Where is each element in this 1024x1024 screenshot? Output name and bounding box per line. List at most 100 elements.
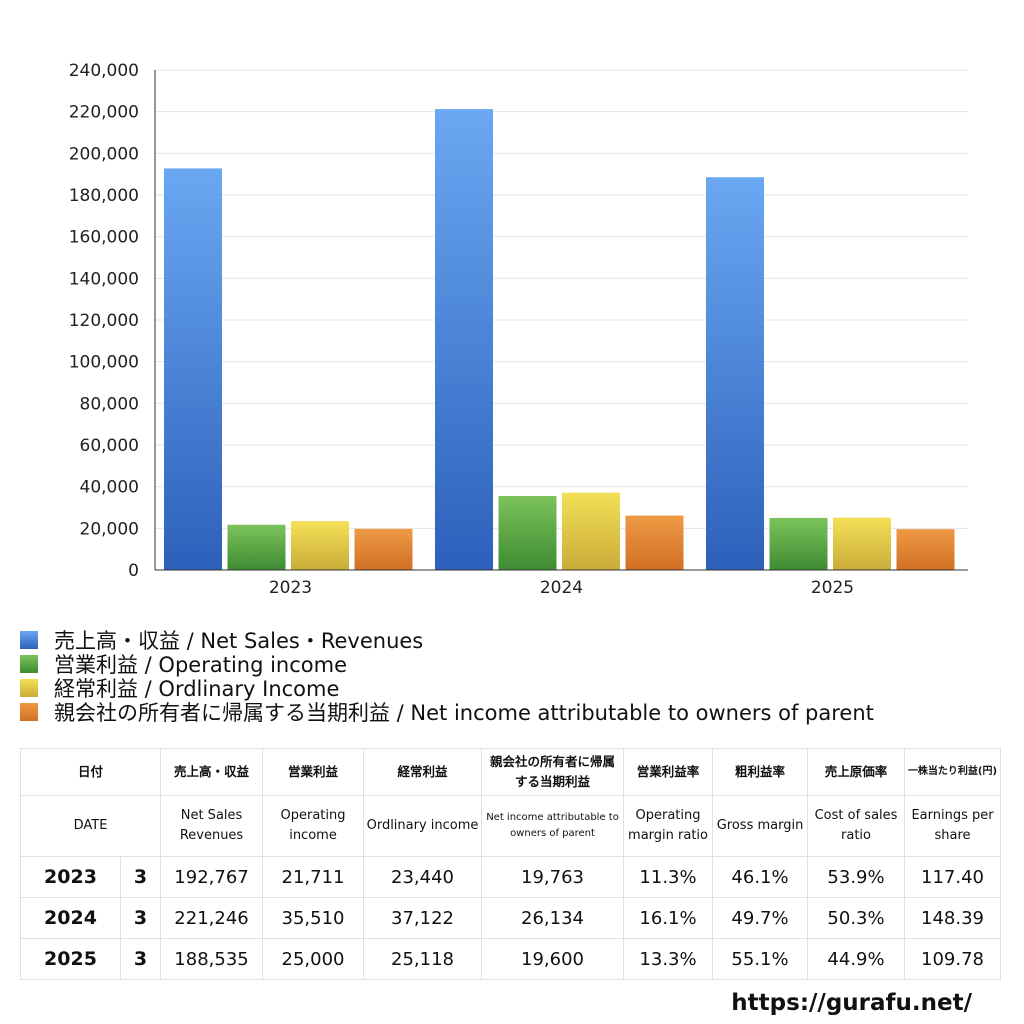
cell-net-sales: 192,767 <box>160 856 264 898</box>
bar-2024-series-1 <box>498 496 557 570</box>
header-operating-income-en: Operating income <box>262 795 365 857</box>
header-net-income-jp: 親会社の所有者に帰属する当期利益 <box>481 748 625 796</box>
bar-2025-series-1 <box>769 517 828 570</box>
y-tick-label: 240,000 <box>69 61 139 81</box>
legend-label: 売上高・収益 / Net Sales・Revenues <box>54 629 424 653</box>
table-header-en: DATE Net Sales Revenues Operating income… <box>19 795 1002 857</box>
header-operating-margin-jp: 営業利益率 <box>623 748 714 796</box>
header-ordinary-income-jp: 経常利益 <box>363 748 483 796</box>
cell-operating-margin: 13.3% <box>623 938 714 980</box>
header-date-jp: 日付 <box>19 748 162 796</box>
x-tick-label: 2025 <box>811 578 854 598</box>
table-header-jp: 日付 売上高・収益 営業利益 経常利益 親会社の所有者に帰属する当期利益 営業利… <box>19 748 1002 796</box>
header-net-sales-en: Net Sales Revenues <box>160 795 264 857</box>
header-gross-margin-jp: 粗利益率 <box>712 748 809 796</box>
cell-operating-margin: 11.3% <box>623 856 714 898</box>
table-row: 2025 3 188,535 25,000 25,118 19,600 13.3… <box>20 938 1002 980</box>
legend: 売上高・収益 / Net Sales・Revenues 営業利益 / Opera… <box>20 628 874 725</box>
x-tick-label: 2024 <box>540 578 583 598</box>
bar-2025-series-2 <box>833 517 891 570</box>
cell-net-income: 19,600 <box>481 938 625 980</box>
legend-item-net-income: 親会社の所有者に帰属する当期利益 / Net income attributab… <box>20 700 874 725</box>
cell-month: 3 <box>119 856 162 898</box>
legend-swatch-net-sales <box>20 631 38 649</box>
legend-swatch-net-income <box>20 703 38 721</box>
header-net-income-en: Net income attributable to owners of par… <box>481 795 625 857</box>
bar-2025-series-3 <box>896 529 955 570</box>
y-tick-label: 100,000 <box>69 353 139 373</box>
legend-label: 営業利益 / Operating income <box>54 653 348 677</box>
cell-ordinary-income: 37,122 <box>363 897 483 939</box>
cell-net-income: 19,763 <box>481 856 625 898</box>
cell-operating-income: 35,510 <box>262 897 365 939</box>
bar-2023-series-2 <box>291 521 349 570</box>
cell-net-sales: 221,246 <box>160 897 264 939</box>
table-row: 2024 3 221,246 35,510 37,122 26,134 16.1… <box>20 897 1002 939</box>
bar-2023-series-0 <box>164 168 222 570</box>
bar-2024-series-3 <box>625 515 684 570</box>
y-tick-label: 20,000 <box>80 519 139 539</box>
header-net-sales-jp: 売上高・収益 <box>160 748 264 796</box>
y-tick-label: 80,000 <box>80 394 139 414</box>
financial-table: 日付 売上高・収益 営業利益 経常利益 親会社の所有者に帰属する当期利益 営業利… <box>19 748 1002 980</box>
y-tick-label: 220,000 <box>69 103 139 123</box>
legend-swatch-operating-income <box>20 655 38 673</box>
cell-operating-income: 21,711 <box>262 856 365 898</box>
cell-year: 2024 <box>20 897 121 939</box>
legend-swatch-ordinary-income <box>20 679 38 697</box>
legend-label: 親会社の所有者に帰属する当期利益 / Net income attributab… <box>54 701 874 725</box>
cell-year: 2025 <box>20 938 121 980</box>
x-axis: 2023 2024 2025 <box>155 569 968 598</box>
bar-2023-series-1 <box>227 524 286 570</box>
header-date-en: DATE <box>19 795 162 857</box>
bar-2025-series-0 <box>706 177 764 570</box>
cell-eps: 109.78 <box>904 938 1002 980</box>
site-url: https://gurafu.net/ <box>731 990 972 1016</box>
y-tick-label: 40,000 <box>80 478 139 498</box>
cell-cost-ratio: 50.3% <box>807 897 906 939</box>
legend-item-ordinary-income: 経常利益 / Ordlinary Income <box>20 676 874 701</box>
header-cost-ratio-en: Cost of sales ratio <box>807 795 906 857</box>
header-eps-en: Earnings per share <box>904 795 1002 857</box>
bar-chart: 0 20,000 40,000 60,000 80,000 100,000 120,000 1… <box>69 61 968 598</box>
cell-net-income: 26,134 <box>481 897 625 939</box>
cell-net-sales: 188,535 <box>160 938 264 980</box>
grid-lines <box>155 69 968 529</box>
bar-series <box>164 109 955 570</box>
cell-operating-margin: 16.1% <box>623 897 714 939</box>
cell-gross-margin: 49.7% <box>712 897 809 939</box>
cell-gross-margin: 55.1% <box>712 938 809 980</box>
y-tick-label: 180,000 <box>69 186 139 206</box>
bar-2024-series-0 <box>435 109 493 570</box>
y-axis: 0 20,000 40,000 60,000 80,000 100,000 120,000 1… <box>69 61 156 581</box>
header-eps-jp: 一株当たり利益(円) <box>904 748 1002 796</box>
legend-item-net-sales: 売上高・収益 / Net Sales・Revenues <box>20 628 874 653</box>
legend-item-operating-income: 営業利益 / Operating income <box>20 652 874 677</box>
y-tick-label: 120,000 <box>69 311 139 331</box>
table-row: 2023 3 192,767 21,711 23,440 19,763 11.3… <box>20 856 1002 898</box>
cell-month: 3 <box>119 938 162 980</box>
header-operating-income-jp: 営業利益 <box>262 748 365 796</box>
y-tick-label: 160,000 <box>69 228 139 248</box>
cell-gross-margin: 46.1% <box>712 856 809 898</box>
cell-ordinary-income: 23,440 <box>363 856 483 898</box>
y-tick-label: 200,000 <box>69 144 139 164</box>
y-tick-label: 0 <box>128 561 139 581</box>
y-tick-label: 60,000 <box>80 436 139 456</box>
y-tick-label: 140,000 <box>69 269 139 289</box>
cell-year: 2023 <box>20 856 121 898</box>
cell-eps: 148.39 <box>904 897 1002 939</box>
x-tick-label: 2023 <box>269 578 312 598</box>
cell-operating-income: 25,000 <box>262 938 365 980</box>
header-ordinary-income-en: Ordlinary income <box>363 795 483 857</box>
header-operating-margin-en: Operating margin ratio <box>623 795 714 857</box>
cell-cost-ratio: 44.9% <box>807 938 906 980</box>
cell-ordinary-income: 25,118 <box>363 938 483 980</box>
cell-eps: 117.40 <box>904 856 1002 898</box>
cell-cost-ratio: 53.9% <box>807 856 906 898</box>
bar-2024-series-2 <box>562 492 620 570</box>
header-cost-ratio-jp: 売上原価率 <box>807 748 906 796</box>
header-gross-margin-en: Gross margin <box>712 795 809 857</box>
bar-2023-series-3 <box>354 528 413 570</box>
cell-month: 3 <box>119 897 162 939</box>
